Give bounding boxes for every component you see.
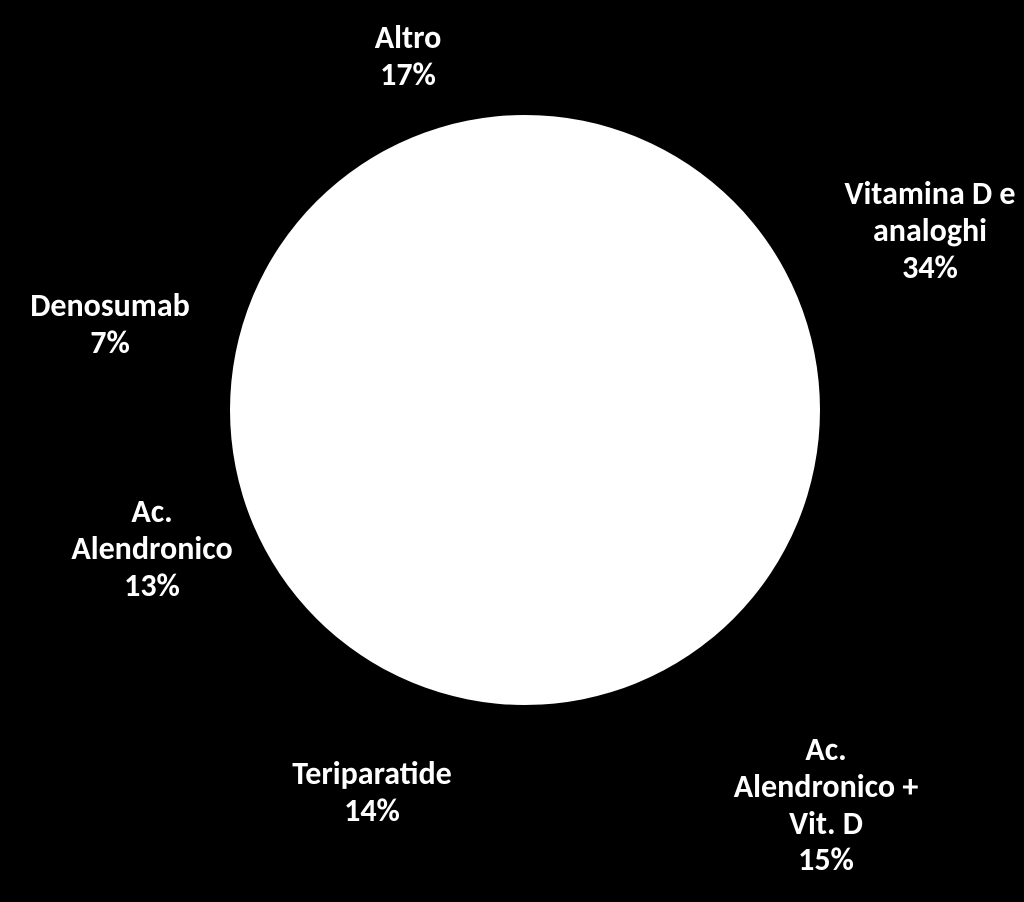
slice-label-alendronico-d: Ac. Alendronico + Vit. D 15% bbox=[716, 732, 936, 879]
slice-label-teriparatide: Teriparatide 14% bbox=[272, 756, 472, 830]
pie-circle bbox=[230, 115, 820, 705]
slice-label-denosumab: Denosumab 7% bbox=[10, 288, 210, 362]
slice-label-alendronico: Ac. Alendronico 13% bbox=[52, 494, 252, 604]
pie-chart: Vitamina D e analoghi 34% Ac. Alendronic… bbox=[0, 0, 1024, 902]
slice-label-vitamina-d: Vitamina D e analoghi 34% bbox=[830, 176, 1024, 286]
slice-label-altro: Altro 17% bbox=[308, 20, 508, 94]
